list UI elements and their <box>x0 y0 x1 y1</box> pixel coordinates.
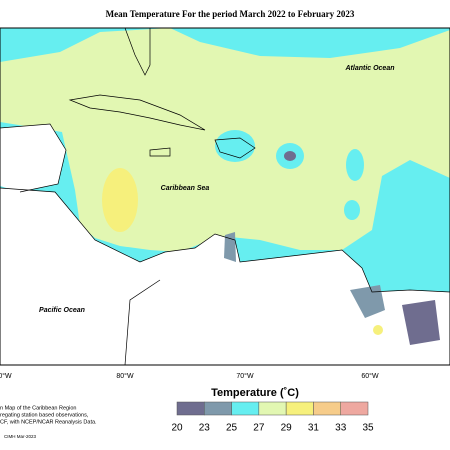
source-note: n Map of the Caribbean Region regating s… <box>0 405 97 439</box>
legend-swatch <box>313 401 341 416</box>
temperature-zone <box>402 300 440 345</box>
legend-tick-label: 25 <box>226 423 238 434</box>
coastline <box>149 147 171 157</box>
land <box>0 124 66 192</box>
legend-tick-label: 23 <box>199 423 211 434</box>
source-line: n Map of the Caribbean Region <box>0 405 76 411</box>
coastline <box>0 187 450 293</box>
legend-tick-label: 29 <box>281 423 293 434</box>
legend-tick-label: 35 <box>362 423 374 434</box>
title: Mean Temperature For the period March 20… <box>106 9 355 19</box>
legend: 20 23 25 27 29 31 33 35 <box>171 401 374 434</box>
coastline <box>0 123 67 193</box>
legend-tick-label: 27 <box>253 423 265 434</box>
temperature-zone <box>373 325 383 335</box>
legend-tick-label: 20 <box>171 423 183 434</box>
longitude-label: 60°W <box>361 372 379 380</box>
longitude-label: 80°W <box>116 372 134 380</box>
temperature-zone <box>215 130 255 162</box>
legend-swatch <box>231 401 260 416</box>
map-label: Caribbean Sea <box>161 185 210 192</box>
longitude-labels: 0°W 80°W 70°W 60°W <box>0 372 379 380</box>
legend-swatch <box>176 401 205 416</box>
legend-title: Temperature (˚C) <box>211 387 299 399</box>
source-line: regating station based observations, <box>0 412 89 418</box>
source-line: CF, with NCEP/NCAR Reanalysis Data. <box>0 419 97 425</box>
legend-tick-label: 33 <box>335 423 347 434</box>
legend-swatch <box>340 401 369 416</box>
coastline <box>68 94 206 131</box>
temperature-zone <box>102 168 138 232</box>
coastline <box>124 27 151 76</box>
land <box>0 188 450 365</box>
temperature-zone <box>224 232 236 262</box>
coastline <box>124 279 161 366</box>
coastline <box>214 137 256 159</box>
map: Atlantic Ocean Caribbean Sea Pacific Oce… <box>0 27 450 366</box>
map-label: Pacific Ocean <box>39 307 85 314</box>
map-label: Atlantic Ocean <box>344 65 394 72</box>
credit: CIMH Mar-2023 <box>4 434 37 439</box>
longitude-label: 0°W <box>0 372 12 380</box>
legend-swatch <box>258 401 287 416</box>
map-frame <box>0 27 450 366</box>
legend-swatch <box>204 401 232 416</box>
temperature-zone <box>346 149 364 181</box>
longitude-label: 70°W <box>236 372 254 380</box>
legend-swatch <box>285 401 314 416</box>
temperature-zone <box>284 151 296 161</box>
temperature-zone <box>350 285 385 318</box>
temperature-zone <box>344 200 360 220</box>
legend-tick-label: 31 <box>308 423 320 434</box>
